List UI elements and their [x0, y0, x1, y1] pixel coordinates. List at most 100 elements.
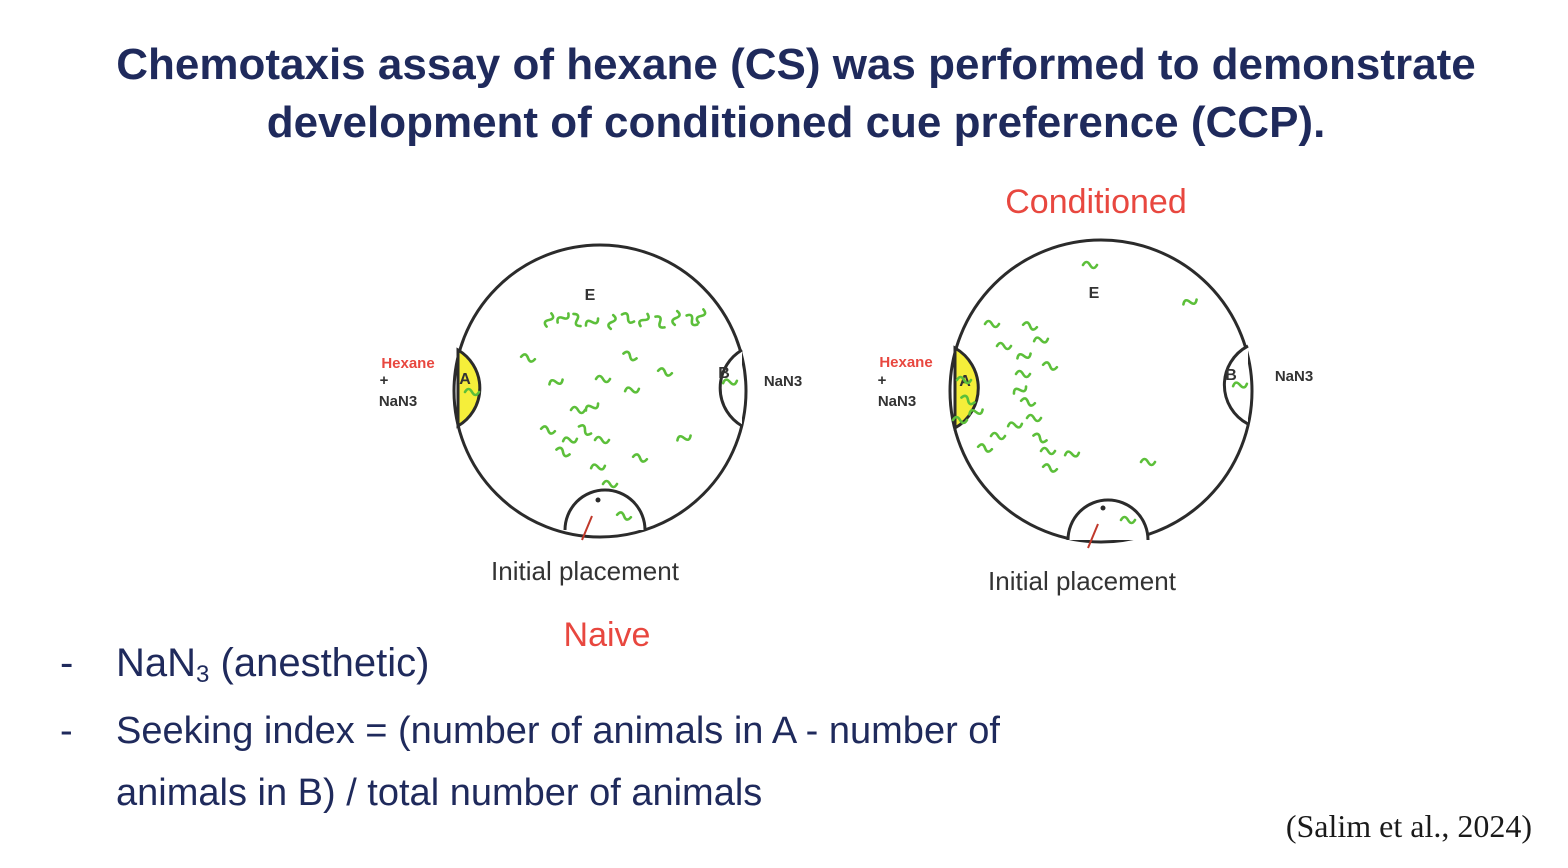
- conditioned-worm: [989, 431, 1007, 441]
- conditioned-worm: [960, 394, 976, 406]
- conditioned-worm: [1025, 413, 1043, 423]
- conditioned-worm: [968, 408, 984, 416]
- conditioned-worm: [1041, 361, 1059, 371]
- seeking-index-line-1: Seeking index = (number of animals in A …: [116, 710, 1000, 752]
- bullet-item-seeking-index: - Seeking index = (number of animals in …: [60, 700, 1160, 824]
- conditioned-start-dot: [1100, 505, 1106, 511]
- naive-label-b: B: [718, 365, 730, 382]
- naive-worm: [638, 312, 650, 328]
- naive-plate-circle: [452, 243, 748, 539]
- naive-worm: [607, 313, 617, 331]
- conditioned-worm: [995, 341, 1013, 351]
- naive-label-e: E: [585, 287, 596, 304]
- naive-worm: [654, 315, 666, 329]
- conditioned-worm: [1081, 260, 1099, 270]
- citation: (Salim et al., 2024): [1285, 808, 1532, 844]
- naive-worm: [623, 386, 641, 394]
- naive-worms: [463, 308, 739, 521]
- conditioned-zone-b: [1222, 344, 1249, 426]
- naive-start-dot: [595, 497, 601, 503]
- naive-plate: E A B Hexane + NaN3 NaN3 Initial placeme…: [379, 243, 802, 654]
- naive-worm: [721, 378, 739, 386]
- conditioned-worm: [1012, 385, 1028, 395]
- bullet-item-anesthetic: - NaN3 (anesthetic): [60, 634, 1160, 698]
- conditioned-worm: [1039, 446, 1057, 456]
- naive-label-a: A: [459, 371, 471, 388]
- conditioned-worm: [951, 415, 969, 425]
- naive-worm: [671, 309, 681, 327]
- conditioned-worm: [1119, 515, 1137, 525]
- conditioned-worm: [1139, 457, 1157, 467]
- naive-worm: [577, 424, 593, 436]
- nan-subscript: 3: [196, 661, 210, 688]
- conditioned-worm: [1063, 450, 1081, 458]
- conditioned-worm: [955, 375, 973, 385]
- naive-worm: [631, 453, 649, 463]
- naive-worm: [685, 313, 699, 327]
- conditioned-worm: [1032, 336, 1050, 344]
- naive-worm: [695, 308, 707, 324]
- nan-text: NaN: [116, 641, 197, 685]
- conditioned-placement-arrow: [1087, 523, 1099, 549]
- naive-worm: [656, 367, 674, 377]
- naive-worm: [601, 479, 619, 489]
- naive-initial-placement-label: Initial placement: [491, 556, 680, 586]
- naive-right-nan3-label: NaN3: [764, 373, 802, 390]
- conditioned-hexane-label: Hexane: [879, 354, 932, 371]
- naive-caption: Naive: [564, 616, 651, 654]
- conditioned-worm: [1041, 463, 1059, 473]
- naive-hexane-label: Hexane: [381, 355, 434, 372]
- naive-worm: [589, 463, 607, 471]
- conditioned-worm: [976, 443, 994, 453]
- conditioned-plus-label: +: [878, 372, 887, 389]
- naive-worm: [543, 312, 555, 328]
- slide-title: Chemotaxis assay of hexane (CS) was perf…: [0, 36, 1568, 152]
- naive-worm: [676, 434, 692, 442]
- conditioned-initial-zone: [1066, 498, 1150, 541]
- conditioned-worm: [1014, 369, 1032, 379]
- conditioned-right-nan3-label: NaN3: [1275, 368, 1313, 385]
- bullet-dash: -: [60, 641, 74, 685]
- title-line-2: development of conditioned cue preferenc…: [266, 98, 1326, 147]
- naive-worm: [615, 511, 633, 521]
- conditioned-worms: [951, 260, 1249, 525]
- naive-worm: [519, 353, 537, 363]
- conditioned-plate: E A B Hexane + NaN3 NaN3 Initial placeme…: [878, 183, 1314, 596]
- seeking-index-line-2: animals in B) / total number of animals: [116, 772, 763, 814]
- conditioned-initial-placement-label: Initial placement: [988, 566, 1177, 596]
- anesthetic-text: (anesthetic): [209, 641, 430, 685]
- conditioned-worm: [1016, 352, 1032, 360]
- conditioned-caption: Conditioned: [1005, 183, 1186, 221]
- conditioned-worm: [983, 319, 1001, 329]
- naive-worm: [584, 402, 600, 412]
- conditioned-left-nan3-label: NaN3: [878, 393, 916, 410]
- naive-worm: [463, 387, 481, 397]
- naive-worm: [548, 378, 564, 386]
- title-line-1: Chemotaxis assay of hexane (CS) was perf…: [116, 40, 1476, 89]
- naive-placement-arrow: [581, 515, 593, 541]
- naive-worm: [556, 312, 570, 324]
- naive-worm: [555, 446, 571, 458]
- naive-zone-b: [718, 348, 743, 428]
- conditioned-worm: [1182, 298, 1198, 306]
- conditioned-worm: [1032, 432, 1048, 444]
- naive-worm: [539, 425, 557, 435]
- conditioned-worm: [1021, 321, 1039, 331]
- bullet-list: - NaN3 (anesthetic) - Seeking index = (n…: [60, 634, 1160, 824]
- naive-plus-label: +: [380, 372, 389, 389]
- bullet-dash: -: [60, 710, 73, 752]
- conditioned-label-b: B: [1225, 367, 1237, 384]
- conditioned-label-e: E: [1089, 285, 1100, 302]
- naive-worm: [622, 350, 638, 362]
- naive-worm: [593, 435, 611, 445]
- conditioned-worm: [1019, 397, 1037, 407]
- naive-worm: [572, 312, 582, 328]
- naive-worm: [620, 312, 636, 324]
- conditioned-worm: [1231, 381, 1249, 389]
- naive-worm: [569, 405, 587, 415]
- conditioned-plate-circle: [948, 238, 1254, 544]
- naive-left-nan3-label: NaN3: [379, 393, 417, 410]
- naive-worm: [584, 317, 600, 327]
- conditioned-worm: [1006, 421, 1024, 429]
